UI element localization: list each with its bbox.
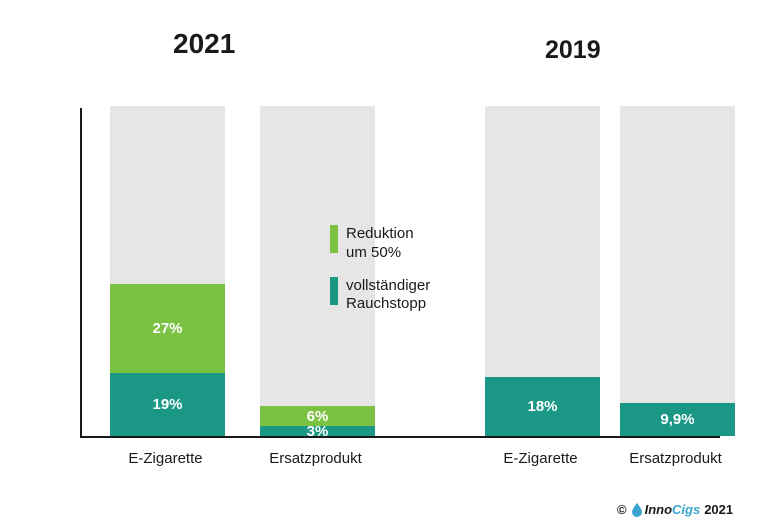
bar-segment-label: 27% [152, 320, 182, 337]
bar-group: 18% [485, 106, 600, 436]
year-title-right: 2019 [545, 36, 601, 65]
bar-group: 19% 27% [110, 106, 225, 436]
legend: Reduktionum 50% vollständigerRauchstopp [330, 225, 430, 328]
bar-segment-label: 18% [527, 398, 557, 415]
legend-swatch [330, 277, 338, 305]
year-title-left: 2021 [173, 28, 235, 60]
bar-segment-stop: 18% [485, 377, 600, 436]
bar-segment-label: 19% [152, 396, 182, 413]
copyright-year: 2021 [704, 502, 733, 517]
category-label: E-Zigarette [483, 450, 598, 467]
bar-segment-label: 6% [307, 408, 329, 425]
legend-item: Reduktionum 50% [330, 225, 430, 263]
legend-swatch [330, 225, 338, 253]
bar-segment-label: 9,9% [660, 411, 694, 428]
chart-stage: 2021 2019 19% 27% 3%6% 18% 9,9% E-Zigarette Ersa… [0, 0, 763, 531]
brand-text-1: Inno [645, 502, 672, 517]
brand-text-2: Cigs [672, 502, 700, 517]
legend-item: vollständigerRauchstopp [330, 277, 430, 315]
copyright: ©InnoCigs2021 [617, 502, 733, 517]
legend-text: vollständigerRauchstopp [346, 277, 430, 315]
copyright-symbol: © [617, 502, 627, 517]
bar-segment-stop: 9,9% [620, 403, 735, 436]
bar-background [620, 106, 735, 436]
category-label: Ersatzprodukt [618, 450, 733, 467]
bar-group: 9,9% [620, 106, 735, 436]
bar-segment-stop: 19% [110, 373, 225, 436]
category-label: Ersatzprodukt [258, 450, 373, 467]
drop-icon [631, 503, 643, 517]
bar-segment-stop: 3% [260, 426, 375, 436]
category-label: E-Zigarette [108, 450, 223, 467]
brand-logo: InnoCigs [631, 502, 701, 517]
legend-text: Reduktionum 50% [346, 225, 414, 263]
bar-segment-reduce: 6% [260, 406, 375, 426]
bar-segment-reduce: 27% [110, 284, 225, 373]
